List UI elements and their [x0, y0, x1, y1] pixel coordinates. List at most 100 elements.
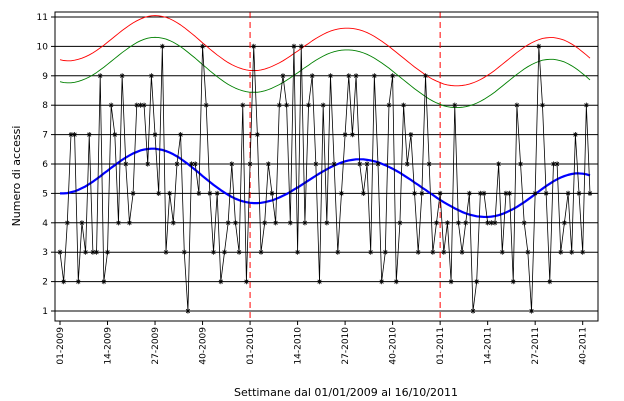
data-point [199, 43, 206, 49]
data-point [225, 220, 231, 226]
data-point [203, 102, 209, 108]
data-point [108, 102, 114, 108]
data-point [558, 249, 564, 255]
y-axis-title: Numero di accessi [10, 126, 23, 227]
y-tick-label: 3 [42, 248, 48, 258]
data-point [466, 190, 472, 196]
data-point [316, 279, 323, 285]
data-point [196, 190, 202, 196]
data-point [185, 308, 191, 314]
data-point [408, 132, 414, 138]
data-point [492, 220, 498, 226]
data-point [331, 161, 337, 167]
data-point [419, 190, 425, 196]
data-point [499, 249, 505, 255]
data-point [97, 73, 103, 79]
data-point [79, 220, 85, 226]
data-point [123, 161, 129, 167]
data-point [338, 190, 345, 196]
data-point [510, 279, 516, 285]
data-point [364, 161, 370, 167]
data-point [346, 73, 352, 79]
data-point [207, 190, 213, 196]
data-point [342, 132, 348, 138]
data-point [101, 279, 107, 285]
data-point [463, 220, 469, 226]
data-point [547, 279, 553, 285]
data-point [115, 220, 122, 226]
data-point [327, 73, 334, 79]
data-point [148, 73, 154, 79]
series-line-3 [59, 15, 591, 87]
data-point [119, 73, 125, 79]
data-point [90, 249, 96, 255]
data-point [305, 102, 312, 108]
data-point [379, 279, 385, 285]
data-point [532, 190, 538, 196]
y-tick-label: 11 [37, 13, 48, 23]
data-point [130, 190, 136, 196]
data-point [64, 220, 70, 226]
data-point [112, 132, 118, 138]
data-point [525, 249, 531, 255]
y-tick-label: 7 [42, 131, 48, 141]
plot-frame [54, 11, 599, 322]
data-point [422, 73, 429, 79]
data-point [320, 102, 326, 108]
data-point [236, 249, 242, 255]
data-point [393, 279, 399, 285]
data-point [536, 43, 542, 49]
data-point [276, 102, 282, 108]
data-point [452, 102, 458, 108]
data-point [61, 279, 67, 285]
data-point [294, 249, 301, 255]
data-point [459, 249, 465, 255]
y-tick-label: 8 [42, 101, 48, 111]
data-point [448, 279, 454, 285]
data-point [386, 102, 392, 108]
data-point [251, 43, 257, 49]
data-point [441, 249, 447, 255]
data-point [82, 249, 89, 255]
data-point [554, 161, 560, 167]
data-point [415, 249, 421, 255]
data-point [444, 220, 451, 226]
data-point [232, 220, 239, 226]
grid-lines [55, 16, 598, 312]
data-point [335, 249, 341, 255]
x-axis: 01-2009 14-2009 27-2009 40-2009 01-2010 14-20… [56, 321, 589, 365]
data-point [543, 190, 549, 196]
data-point [229, 161, 235, 167]
data-point [411, 190, 418, 196]
data-point [298, 43, 304, 49]
data-point [240, 102, 246, 108]
data-point [485, 220, 491, 226]
data-point [258, 249, 264, 255]
data-point [371, 73, 377, 79]
data-point [152, 132, 158, 138]
x-tick-label: 27-2011 [531, 327, 541, 365]
data-point [273, 220, 279, 226]
x-tick-label: 27-2009 [151, 327, 161, 365]
data-point [57, 249, 63, 255]
data-point [247, 161, 253, 167]
data-point [580, 249, 586, 255]
data-point [324, 220, 330, 226]
series-line-2 [59, 36, 591, 109]
data-point [349, 132, 356, 138]
data-point [368, 249, 374, 255]
data-point [353, 73, 359, 79]
data-point [587, 190, 593, 196]
data-point [287, 220, 293, 226]
data-point [517, 161, 524, 167]
data-point [72, 132, 78, 138]
data-point [170, 220, 176, 226]
data-point [93, 249, 100, 255]
data-point [313, 161, 319, 167]
data-point [455, 220, 462, 226]
data-point [280, 73, 286, 79]
x-tick-label: 01-2011 [436, 327, 446, 365]
x-tick-label: 40-2011 [579, 327, 589, 365]
data-point [178, 132, 184, 138]
